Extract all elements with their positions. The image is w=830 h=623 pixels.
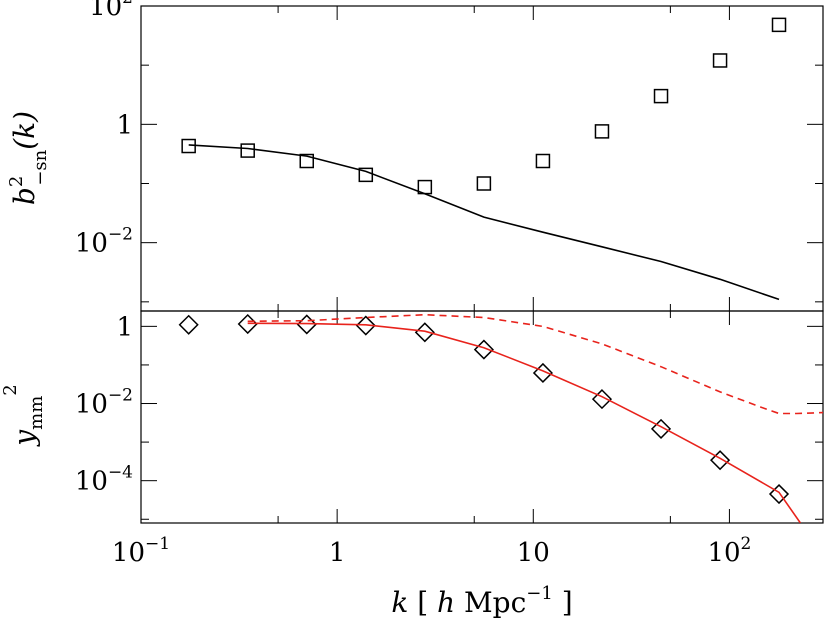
y-tick-label: 1 xyxy=(116,110,133,140)
bottom-panel: 10−4 10−2 1 10−1 1 10 102 xyxy=(75,310,824,568)
data-point-diamond xyxy=(355,315,376,336)
data-point-square xyxy=(476,176,492,191)
data-point-square xyxy=(299,153,315,169)
data-point-square xyxy=(535,153,551,169)
series-line-1 xyxy=(188,144,780,301)
plot-frame xyxy=(140,5,824,312)
y-tick-label: 102 xyxy=(89,0,133,22)
data-point-diamond xyxy=(710,450,731,471)
bottom-y-axis-label: ymm2 xyxy=(0,384,47,447)
data-point-square xyxy=(771,17,787,33)
top-panel: 10−2 1 102 xyxy=(75,0,824,312)
series-line-1 xyxy=(247,322,802,523)
x-axis-label: k [ h Mpc−1 ] xyxy=(391,583,572,619)
x-tick-label: 10 xyxy=(517,538,550,568)
top-y-axis-label: b2 −sn(k) xyxy=(6,111,51,205)
data-point-square xyxy=(181,138,196,154)
data-point-diamond xyxy=(414,322,435,343)
axis-labels: k [ h Mpc−1 ] b2 −sn(k) ymm2 xyxy=(0,111,573,619)
data-point-diamond xyxy=(532,362,553,384)
x-tick-label: 1 xyxy=(329,538,346,568)
data-point-diamond xyxy=(768,483,790,505)
x-tick-label: 102 xyxy=(707,534,751,568)
data-point-diamond xyxy=(650,418,672,439)
x-tick-label: 10−1 xyxy=(112,534,170,568)
data-point-square xyxy=(594,124,610,139)
data-point-square xyxy=(240,143,255,158)
data-point-square xyxy=(712,53,728,68)
plot-frame xyxy=(140,310,824,524)
series-line-2 xyxy=(247,313,823,415)
data-point-diamond xyxy=(591,389,613,410)
data-point-square xyxy=(653,88,669,104)
y-tick-label: 1 xyxy=(116,312,133,342)
y-tick-label: 10−2 xyxy=(75,225,133,259)
data-point-square xyxy=(358,167,374,183)
data-point-diamond xyxy=(178,314,199,335)
y-tick-label: 10−4 xyxy=(75,463,133,497)
y-tick-label: 10−2 xyxy=(75,386,133,420)
